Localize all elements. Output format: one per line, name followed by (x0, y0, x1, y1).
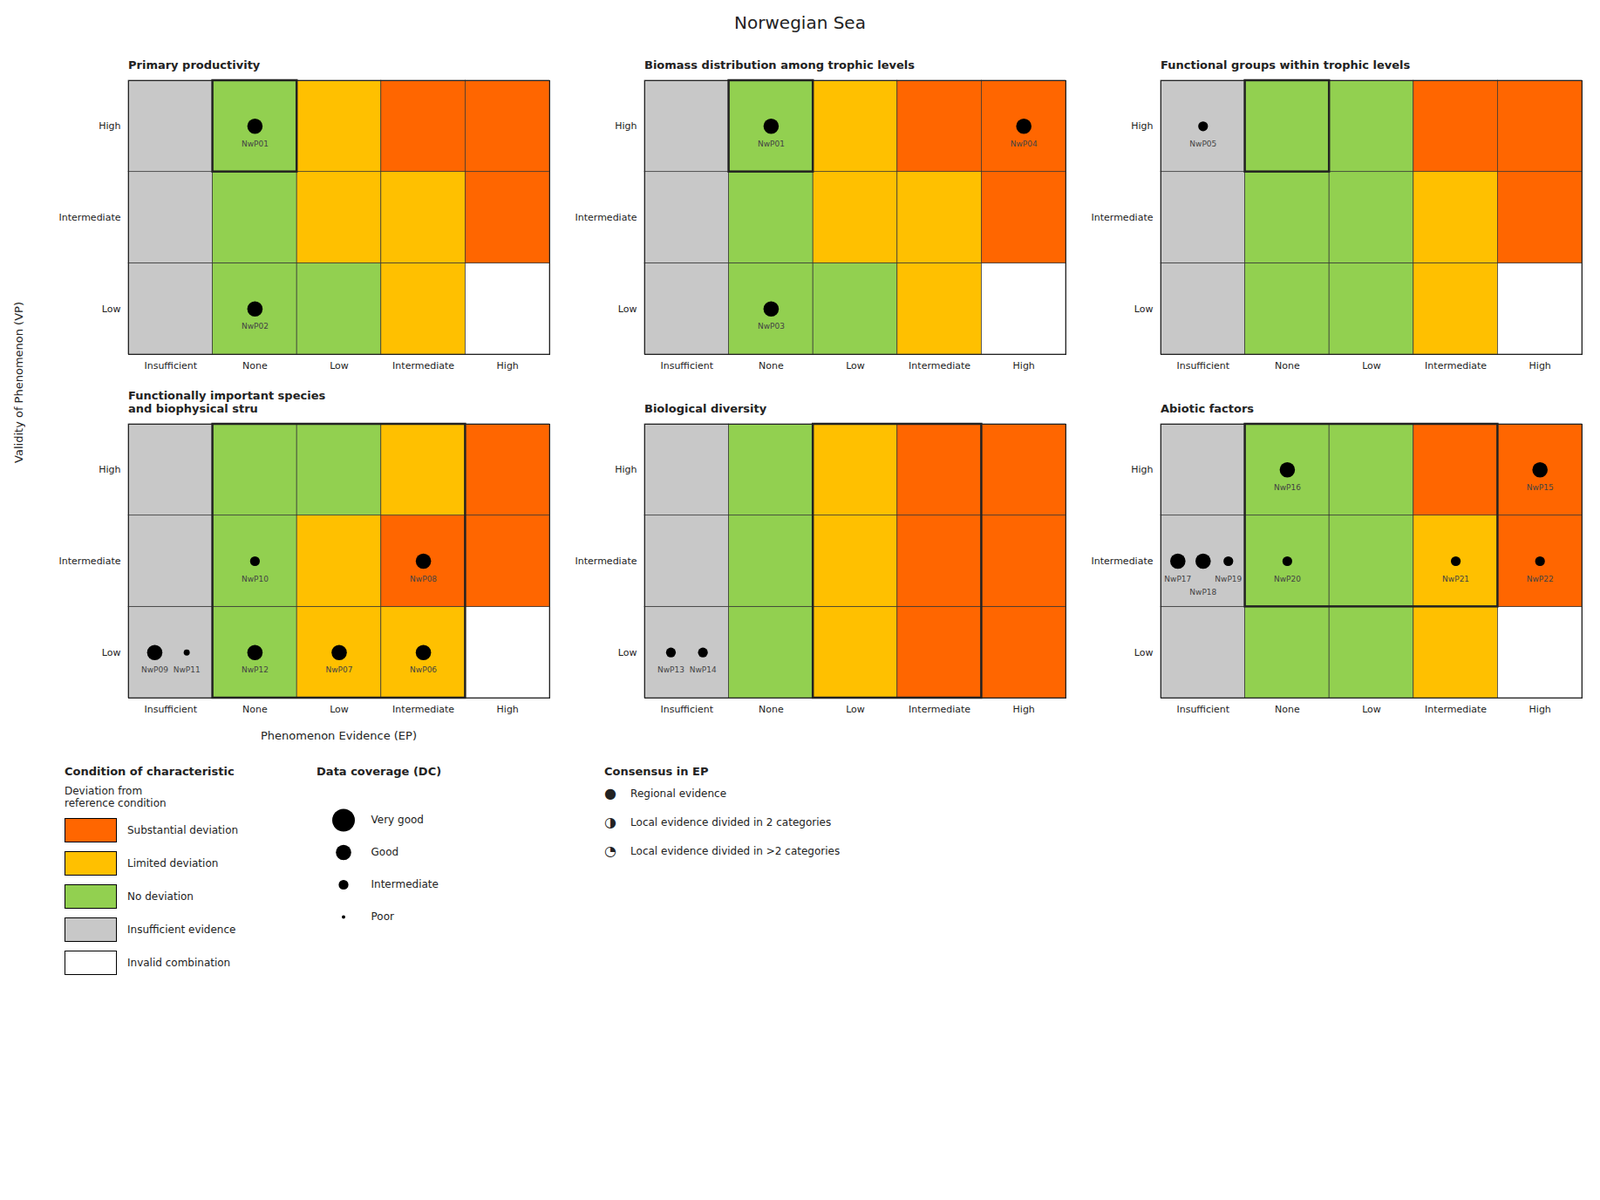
svg-text:Low: Low (329, 703, 349, 715)
svg-text:NwP21: NwP21 (1442, 574, 1470, 584)
svg-text:NwP06: NwP06 (409, 665, 437, 675)
svg-text:High: High (1130, 120, 1153, 132)
svg-text:NwP09: NwP09 (141, 665, 169, 675)
svg-text:None: None (758, 360, 784, 372)
svg-text:Intermediate: Intermediate (59, 211, 122, 224)
svg-text:High: High (497, 360, 519, 372)
svg-text:Low: Low (1361, 360, 1382, 372)
svg-text:NwP16: NwP16 (1273, 483, 1301, 492)
html-text:Biomass distribution among tro: Biomass distribution among trophic level… (644, 58, 915, 72)
html-text:Norwegian Sea: Norwegian Sea (734, 12, 866, 34)
svg-text:Intermediate: Intermediate (1091, 211, 1154, 224)
html-text:Consensus in EP: Consensus in EP (604, 764, 709, 778)
svg-text:NwP17: NwP17 (1164, 574, 1192, 584)
html-text:Local evidence divided in >2 c: Local evidence divided in >2 categories (630, 844, 840, 857)
svg-text:NwP15: NwP15 (1526, 483, 1554, 492)
html-text:Abiotic factors: Abiotic factors (1160, 401, 1254, 416)
svg-text:Insufficient: Insufficient (660, 703, 714, 715)
svg-text:High: High (98, 120, 121, 132)
svg-text:NwP22: NwP22 (1526, 574, 1554, 584)
svg-text:None: None (758, 703, 784, 715)
svg-text:High: High (1013, 703, 1035, 715)
svg-text:None: None (242, 703, 268, 715)
svg-text:High: High (497, 703, 519, 715)
svg-text:Good: Good (371, 845, 400, 858)
svg-text:High: High (98, 463, 121, 476)
svg-text:Intermediate: Intermediate (908, 703, 971, 715)
svg-text:NwP07: NwP07 (326, 665, 354, 675)
svg-text:NwP03: NwP03 (757, 321, 785, 331)
svg-text:Low: Low (618, 646, 638, 659)
svg-text:Low: Low (845, 703, 865, 715)
svg-text:Insufficient: Insufficient (660, 360, 714, 372)
svg-text:Insufficient: Insufficient (143, 703, 198, 715)
svg-text:NwP01: NwP01 (757, 139, 785, 149)
svg-text:High: High (1013, 360, 1035, 372)
svg-text:Low: Low (1134, 303, 1154, 315)
svg-text:High: High (1130, 463, 1153, 476)
html-text:Data coverage (DC): Data coverage (DC) (316, 764, 442, 778)
html-text:Substantial deviation: Substantial deviation (127, 823, 239, 837)
svg-text:NwP04: NwP04 (1010, 139, 1038, 149)
html-text:Biological diversity: Biological diversity (644, 401, 767, 416)
svg-text:Intermediate: Intermediate (575, 211, 638, 224)
svg-text:Insufficient: Insufficient (1176, 360, 1230, 372)
svg-text:Low: Low (618, 303, 638, 315)
svg-text:NwP13: NwP13 (657, 665, 685, 675)
svg-text:Intermediate: Intermediate (59, 555, 122, 567)
svg-text:None: None (1274, 703, 1301, 715)
svg-text:NwP02: NwP02 (241, 321, 269, 331)
svg-text:Very good: Very good (371, 813, 424, 826)
html-text:Functional groups within troph: Functional groups within trophic levels (1160, 58, 1411, 72)
svg-text:Intermediate: Intermediate (1424, 360, 1487, 372)
svg-text:NwP11: NwP11 (173, 665, 201, 675)
svg-text:Low: Low (845, 360, 865, 372)
html-text:Functionally important species: Functionally important species and bioph… (128, 388, 326, 416)
svg-text:NwP08: NwP08 (409, 574, 437, 584)
svg-text:NwP14: NwP14 (689, 665, 717, 675)
svg-text:NwP20: NwP20 (1273, 574, 1301, 584)
svg-text:High: High (614, 463, 637, 476)
svg-text:High: High (1529, 703, 1552, 715)
svg-text:Intermediate: Intermediate (392, 360, 455, 372)
svg-text:Low: Low (102, 303, 122, 315)
svg-text:Intermediate: Intermediate (392, 703, 455, 715)
html-text:Insufficient evidence: Insufficient evidence (127, 923, 236, 936)
html-text:Local evidence divided in 2 ca: Local evidence divided in 2 categories (630, 815, 832, 828)
svg-text:Intermediate: Intermediate (575, 555, 638, 567)
svg-text:Intermediate: Intermediate (371, 878, 439, 891)
svg-text:Low: Low (102, 646, 122, 659)
html-text:Validity of Phenomenon (VP): Validity of Phenomenon (VP) (12, 301, 26, 463)
html-text:Phenomenon Evidence (EP): Phenomenon Evidence (EP) (260, 728, 417, 743)
html-text:Limited deviation: Limited deviation (127, 857, 219, 870)
svg-text:Insufficient: Insufficient (143, 360, 198, 372)
svg-text:Intermediate: Intermediate (1091, 555, 1154, 567)
html-text:Invalid combination: Invalid combination (127, 956, 231, 969)
svg-text:Low: Low (1134, 646, 1154, 659)
svg-text:Low: Low (1361, 703, 1382, 715)
svg-text:NwP18: NwP18 (1189, 587, 1217, 597)
html-text:Condition of characteristic: Condition of characteristic (64, 764, 235, 778)
html-text:Primary productivity: Primary productivity (128, 58, 261, 72)
html-text:Deviation from reference condi: Deviation from reference condition (64, 784, 167, 810)
svg-text:Low: Low (329, 360, 349, 372)
svg-text:High: High (1529, 360, 1552, 372)
svg-text:NwP05: NwP05 (1189, 139, 1217, 149)
svg-text:Insufficient: Insufficient (1176, 703, 1230, 715)
svg-text:High: High (614, 120, 637, 132)
svg-text:Intermediate: Intermediate (908, 360, 971, 372)
svg-text:Intermediate: Intermediate (1424, 703, 1487, 715)
svg-text:NwP01: NwP01 (241, 139, 269, 149)
svg-text:Poor: Poor (371, 910, 395, 923)
svg-text:NwP19: NwP19 (1214, 574, 1242, 584)
html-text:No deviation: No deviation (127, 890, 194, 903)
html-text:Regional evidence: Regional evidence (630, 786, 727, 800)
svg-text:None: None (1274, 360, 1301, 372)
svg-text:None: None (242, 360, 268, 372)
svg-text:NwP10: NwP10 (241, 574, 269, 584)
svg-text:NwP12: NwP12 (241, 665, 269, 675)
